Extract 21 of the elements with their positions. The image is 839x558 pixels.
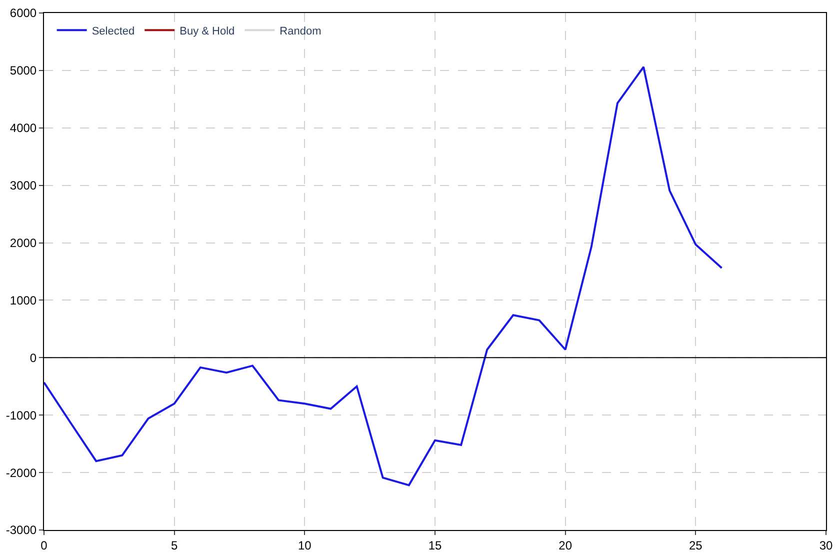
x-tick-label: 20	[558, 538, 572, 552]
y-tick-label: 6000	[10, 6, 37, 20]
x-tick-label: 30	[819, 538, 833, 552]
y-tick-label: 3000	[10, 178, 37, 193]
legend-label: Buy & Hold	[180, 25, 235, 38]
y-tick-label: -2000	[6, 466, 37, 480]
y-tick-label: 4000	[10, 121, 37, 136]
x-tick-label: 0	[40, 538, 48, 552]
x-tick-label: 15	[428, 538, 442, 552]
y-tick-label: 2000	[10, 236, 37, 250]
y-tick-label: -3000	[6, 523, 37, 538]
y-tick-label: -1000	[6, 408, 37, 422]
y-tick-label: 0	[30, 350, 37, 365]
x-tick-label: 25	[688, 538, 703, 552]
legend-label: Selected	[92, 25, 135, 38]
x-tick-label: 5	[170, 538, 178, 552]
line-series	[44, 66, 723, 486]
y-tick-label: 5000	[10, 64, 37, 78]
x-tick-label: 10	[298, 538, 312, 552]
legend-label: Random	[280, 25, 322, 38]
y-tick-label: 1000	[10, 293, 37, 308]
